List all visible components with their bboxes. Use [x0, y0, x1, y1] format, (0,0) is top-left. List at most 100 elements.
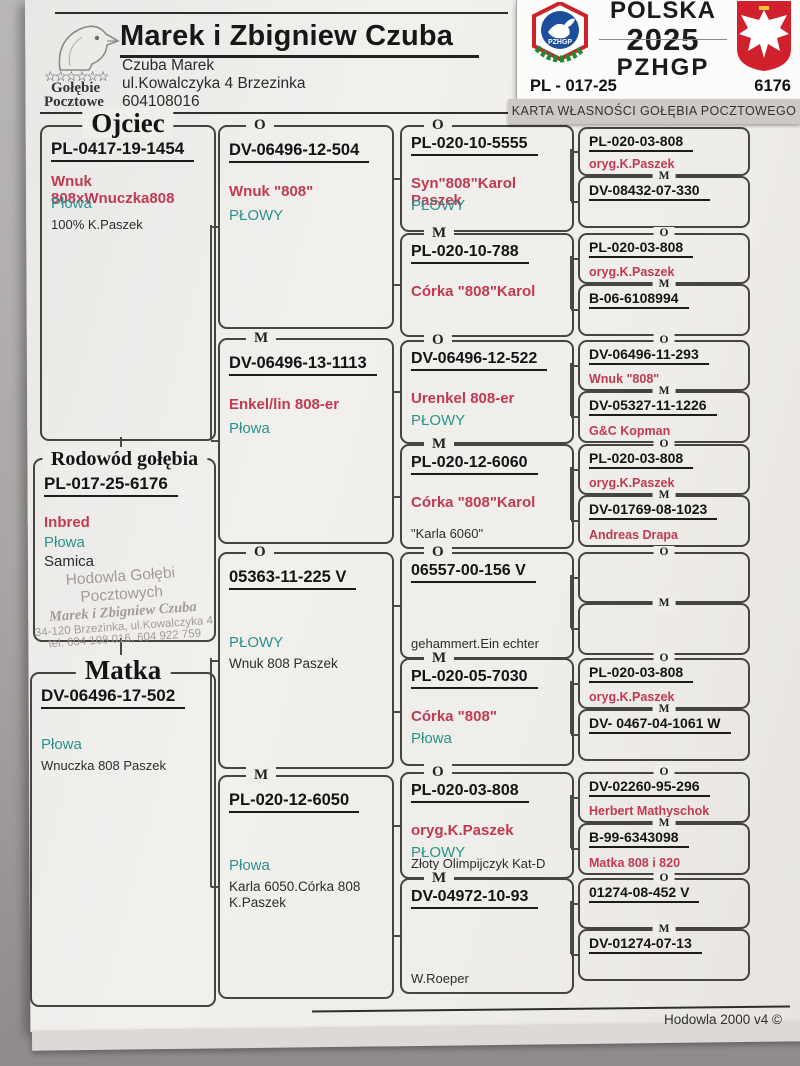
strain-note: oryg.K.Paszek	[411, 822, 514, 839]
ring-number: PL-020-12-6050	[229, 791, 360, 813]
ring-number: 05363-11-225 V	[229, 568, 357, 590]
strain-note: oryg.K.Paszek	[589, 690, 675, 704]
ring-number: PL-020-03-808	[589, 450, 694, 469]
owner-address: ul.Kowalczyka 4 Brzezinka	[122, 75, 306, 92]
ring-number: DV-06496-13-1113	[229, 354, 377, 376]
pedigree-box-gen5-1: O PL-020-03-808 oryg.K.Paszek	[571, 127, 750, 176]
sex-label: O	[653, 438, 675, 451]
strain-note: Syn"808"Karol Paszek	[411, 175, 517, 209]
extra-note: Wnuczka 808 Paszek	[41, 758, 167, 773]
ring-number: DV-08432-07-330	[589, 182, 710, 201]
extra-note: "Karla 6060"	[411, 526, 484, 541]
pedigree-box-gen4-4: M PL-020-12-6060 Córka "808"Karol "Karla…	[393, 436, 574, 549]
strain-note: oryg.K.Paszek	[589, 476, 675, 490]
ring-number: PL-020-05-7030	[411, 668, 538, 689]
logo-word-2: Pocztowe	[44, 94, 104, 110]
pedigree-box-gen4-2: M PL-020-10-788 Córka "808"Karol	[393, 225, 574, 337]
strain-note: Enkel/lin 808-er	[229, 396, 340, 413]
pedigree-box-gen5-3: O PL-020-03-808 oryg.K.Paszek	[571, 227, 750, 284]
connector-line	[210, 658, 212, 887]
color-note: PŁOWY	[411, 197, 466, 214]
sex-label: M	[424, 436, 455, 453]
pedigree-box-gen5-6: M DV-05327-11-1226 G&C Kopman	[571, 385, 750, 443]
pedigree-box-gen5-9: O	[571, 546, 750, 603]
owner-phone: 604108016	[122, 93, 200, 110]
ring-number: DV-05327-11-1226	[589, 397, 717, 416]
color-note: Płowa	[229, 420, 270, 437]
sex-label: O	[653, 227, 675, 240]
sex-label: O	[424, 332, 452, 349]
sex-label: O	[246, 544, 274, 561]
owner-name: Czuba Marek	[122, 57, 215, 74]
color-note: Płowa	[44, 534, 85, 551]
sex-label: O	[246, 117, 274, 134]
strain-note: Wnuk "808"	[589, 372, 660, 386]
card-caption: KARTA WŁASNOŚCI GOŁĘBIA POCZTOWEGO	[508, 99, 800, 124]
ring-number: PL-020-03-808	[411, 782, 529, 803]
extra-note: Złoty Olimpijczyk Kat-D	[411, 856, 546, 871]
sex-label: M	[652, 817, 676, 830]
extra-note: Karla 6050.Córka 808 K.Paszek	[229, 879, 361, 910]
pedigree-box-gen4-3: O DV-06496-12-522 Urenkel 808-er PŁOWY	[393, 332, 574, 444]
color-note: Płowa	[411, 730, 452, 747]
strain-note: Urenkel 808-er	[411, 390, 515, 407]
connector-line	[570, 901, 572, 954]
strain-note: oryg.K.Paszek	[589, 265, 675, 279]
pedigree-box-gen4-5: O 06557-00-156 V gehammert.Ein echter	[393, 544, 574, 659]
strain-note: Herbert Mathyschok	[589, 804, 710, 818]
ring-number: B-99-6343098	[589, 829, 689, 848]
extra-note: 100% K.Paszek	[51, 217, 143, 232]
ring-number: DV-04972-10-93	[411, 888, 539, 909]
poland-eagle-icon	[737, 1, 791, 71]
strain-note: Córka "808"Karol	[411, 283, 536, 300]
father-title: Ojciec	[82, 108, 174, 138]
sex-label: O	[653, 766, 675, 779]
svg-text:PZHGP: PZHGP	[548, 39, 572, 46]
pigeon-head-icon	[58, 25, 120, 71]
color-note: PŁOWY	[411, 844, 466, 861]
pedigree-box-gen4-8: M DV-04972-10-93 W.Roeper	[393, 870, 574, 994]
ring-number: PL-020-10-5555	[411, 135, 538, 156]
mother-title: Matka	[75, 655, 171, 685]
pedigree-box-gen5-15: O 01274-08-452 V	[571, 872, 750, 929]
sex-label: M	[424, 650, 455, 667]
ring-number: DV- 0467-04-1061 W	[589, 715, 731, 734]
card-org: PZHGP	[616, 54, 710, 81]
ring-number: DV-06496-12-522	[411, 350, 548, 371]
pedigree-box-gen3-4: M PL-020-12-6050 Płowa Karla 6050.Córka …	[211, 767, 394, 999]
ring-number: PL-020-03-808	[589, 133, 694, 152]
pedigree-box-gen4-1: O PL-020-10-5555 Syn"808"Karol Paszek PŁ…	[393, 117, 574, 232]
sex-label: M	[424, 225, 455, 242]
header-bottom-rule	[40, 112, 508, 114]
ring-number: PL-0417-19-1454	[51, 139, 195, 162]
sex-label: O	[424, 117, 452, 134]
strain-note: Matka 808 i 820	[589, 856, 681, 870]
strain-note: Inbred	[44, 514, 90, 531]
header-top-rule	[55, 12, 508, 14]
extra-note: gehammert.Ein echter	[411, 636, 539, 651]
connector-line	[210, 225, 212, 440]
sex-note: Samica	[44, 553, 95, 570]
strain-note: G&C Kopman	[589, 424, 671, 438]
connector-line	[570, 467, 572, 520]
pedigree-box-gen5-10: M	[571, 597, 750, 655]
pedigree-box-gen5-4: M B-06-6108994	[571, 278, 750, 336]
sex-label: M	[652, 489, 676, 502]
card-center: POLSKA 2025 PZHGP	[599, 0, 727, 81]
strain-note: Córka "808"Karol	[411, 494, 536, 511]
sex-label: M	[424, 870, 455, 887]
sex-label: M	[652, 703, 676, 716]
father-box: Ojciec PL-0417-19-1454 Wnuk 808xWnuczka8…	[40, 108, 216, 441]
logo-stars: ☆☆☆☆☆☆	[44, 68, 109, 84]
sex-label: M	[652, 278, 676, 291]
connector-line	[570, 575, 572, 628]
color-note: Płowa	[41, 736, 82, 753]
pedigree-box-gen5-5: O DV-06496-11-293 Wnuk "808"	[571, 334, 750, 391]
color-note: Płowa	[51, 195, 92, 212]
pedigree-box-gen4-7: O PL-020-03-808 oryg.K.Paszek PŁOWY Złot…	[393, 764, 574, 879]
pzhgp-emblem-icon: PZHGP	[532, 2, 588, 63]
pedigree-box-gen3-2: M DV-06496-13-1113 Enkel/lin 808-er Płow…	[211, 330, 394, 544]
card-year: 2025	[599, 24, 727, 55]
ring-number: PL-020-12-6060	[411, 454, 538, 475]
extra-note: W.Roeper	[411, 971, 469, 986]
